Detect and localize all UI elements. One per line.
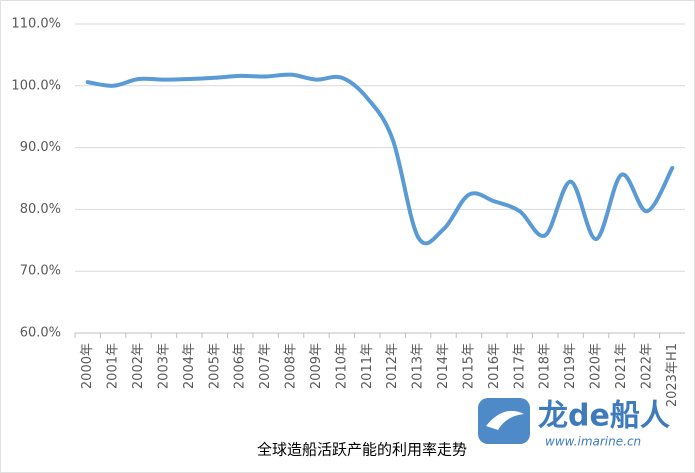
x-tick-label: 2000年	[80, 343, 95, 389]
x-tick-label: 2006年	[233, 343, 248, 389]
watermark-brand: 龙de船人	[538, 399, 670, 434]
x-tick-label: 2002年	[131, 343, 146, 389]
x-tick-label: 2015年	[461, 343, 476, 389]
y-tick-label: 100.0%	[11, 78, 61, 93]
watermark-logo-shape	[486, 410, 524, 430]
x-tick-label: 2011年	[360, 343, 375, 389]
x-tick-label: 2001年	[106, 343, 121, 389]
x-tick-label: 2020年	[589, 343, 604, 389]
x-tick-label: 2012年	[385, 343, 400, 389]
watermark: 龙de船人 www.imarine.cn	[478, 398, 670, 449]
x-tick-label: 2016年	[487, 343, 502, 389]
x-tick-label: 2008年	[284, 343, 299, 389]
y-tick-label: 80.0%	[20, 202, 61, 217]
x-tick-label: 2004年	[182, 343, 197, 389]
x-tick-label: 2013年	[411, 343, 426, 389]
line-series	[85, 72, 675, 246]
chart-title: 全球造船活跃产能的利用率走势	[257, 441, 467, 459]
x-tick-label: 2021年	[614, 343, 629, 389]
x-tick-label: 2014年	[436, 343, 451, 389]
y-tick-label: 70.0%	[20, 264, 61, 279]
y-tick-label: 90.0%	[20, 140, 61, 155]
x-tick-label: 2019年	[563, 343, 578, 389]
watermark-url: www.imarine.cn	[545, 435, 641, 449]
x-tick-label: 2005年	[207, 343, 222, 389]
x-tick-label: 2009年	[309, 343, 324, 389]
x-tick-label: 2017年	[512, 343, 527, 389]
x-tick-label: 2022年	[639, 343, 654, 389]
y-tick-label: 60.0%	[20, 326, 61, 341]
x-tick-label: 2003年	[156, 343, 171, 389]
y-tick-label: 110.0%	[11, 17, 61, 32]
x-tick-label: 2023年H1	[665, 343, 680, 407]
x-tick-label: 2007年	[258, 343, 273, 389]
x-tick-label: 2018年	[538, 343, 553, 389]
x-tick-label: 2010年	[334, 343, 349, 389]
